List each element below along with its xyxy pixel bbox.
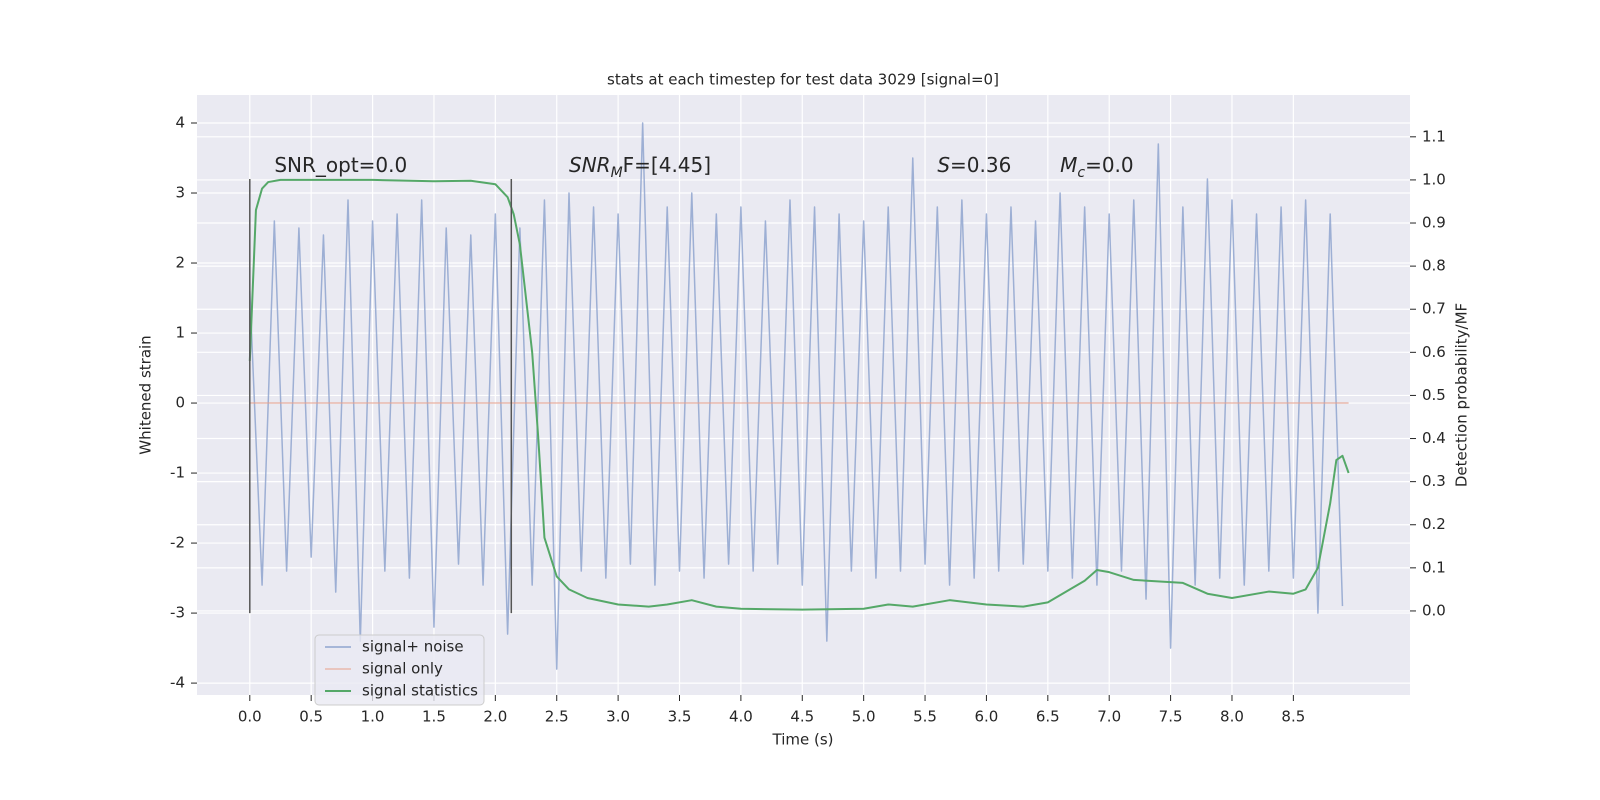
legend-label: signal statistics <box>362 682 478 700</box>
x-tick-label: 4.5 <box>790 708 814 726</box>
annotation-part: SNR_opt=0.0 <box>274 153 407 177</box>
x-tick-label: 0.5 <box>299 708 323 726</box>
x-tick-label: 1.5 <box>422 708 446 726</box>
x-tick-label: 0.0 <box>238 708 262 726</box>
y-tick-label: 4 <box>175 114 185 132</box>
y2-tick-label: 0.6 <box>1422 343 1446 361</box>
y-tick-label: 1 <box>175 324 185 342</box>
annotation-part: M <box>1060 153 1077 177</box>
legend-box <box>314 634 485 706</box>
annotation-part: =0.36 <box>950 153 1011 177</box>
y2-tick-label: 0.9 <box>1422 214 1446 232</box>
legend-label: signal+ noise <box>362 638 464 656</box>
y2-tick-label: 0.8 <box>1422 257 1446 275</box>
annotation-part: c <box>1077 165 1085 181</box>
x-tick-label: 8.0 <box>1220 708 1244 726</box>
series-line <box>248 178 1350 611</box>
x-tick-label: 6.5 <box>1036 708 1060 726</box>
x-tick-label: 2.0 <box>483 708 507 726</box>
y2-tick-label: 0.2 <box>1422 515 1446 533</box>
x-tick-label: 3.0 <box>606 708 630 726</box>
x-tick-label: 7.5 <box>1159 708 1183 726</box>
y-tick-label: -1 <box>170 464 185 482</box>
annotation: SNR_opt=0.0 <box>274 153 407 177</box>
y-tick-label: -3 <box>170 604 185 622</box>
x-tick-label: 2.5 <box>545 708 569 726</box>
x-tick-label: 3.5 <box>668 708 692 726</box>
annotation: Mc=0.0 <box>1060 153 1134 181</box>
y2-tick-label: 0.1 <box>1422 558 1446 576</box>
series-line <box>249 122 1344 670</box>
annotation-part: SNR <box>569 153 611 177</box>
y-tick-label: -4 <box>170 674 185 692</box>
annotation-part: M <box>611 165 623 181</box>
annotation-part: F=[4.45] <box>623 153 711 177</box>
y-axis-label: Whitened strain <box>137 335 155 454</box>
x-tick-label: 1.0 <box>361 708 385 726</box>
y2-tick-label: 0.4 <box>1422 429 1446 447</box>
y2-tick-label: 1.1 <box>1422 127 1446 145</box>
y2-tick-label: 0.7 <box>1422 300 1446 318</box>
y2-tick-label: 0.3 <box>1422 472 1446 490</box>
annotation: SNRMF=[4.45] <box>569 153 711 181</box>
y-tick-label: -2 <box>170 534 185 552</box>
y2-tick-label: 0.0 <box>1422 601 1446 619</box>
x-tick-label: 8.5 <box>1281 708 1305 726</box>
y-tick-label: 3 <box>175 184 185 202</box>
y2-tick-label: 0.5 <box>1422 386 1446 404</box>
x-tick-label: 6.0 <box>975 708 999 726</box>
y2-tick-label: 1.0 <box>1422 170 1446 188</box>
x-tick-label: 7.0 <box>1097 708 1121 726</box>
x-tick-label: 5.5 <box>913 708 937 726</box>
legend-label: signal only <box>362 660 443 678</box>
annotation-part: S <box>937 153 950 177</box>
chart-title: stats at each timestep for test data 302… <box>607 71 999 89</box>
annotation-part: =0.0 <box>1085 153 1134 177</box>
x-axis-label: Time (s) <box>772 731 834 749</box>
y-tick-label: 0 <box>175 394 185 412</box>
y2-axis-label: Detection probability/MF <box>1453 303 1471 487</box>
x-tick-label: 4.0 <box>729 708 753 726</box>
x-tick-label: 5.0 <box>852 708 876 726</box>
y-tick-label: 2 <box>175 254 185 272</box>
annotation: S=0.36 <box>937 153 1011 177</box>
